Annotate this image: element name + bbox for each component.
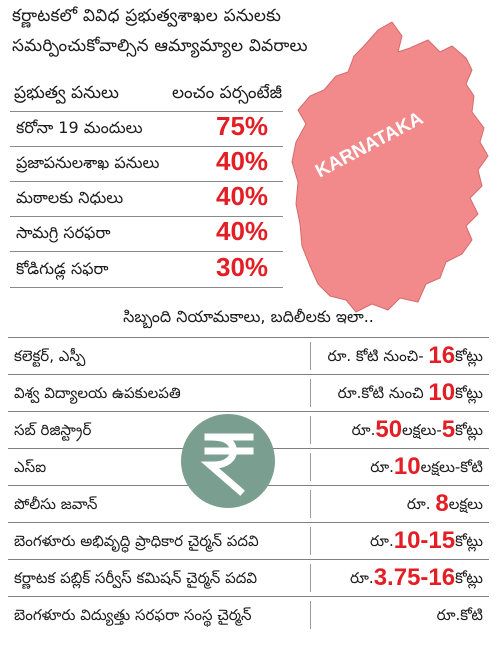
- rate-row: సామగ్రి సరఫరా 40%: [10, 216, 293, 251]
- bribe-row: బెంగళూరు అభివృద్ధి ప్రాధికార చైర్మన్ పదవ…: [8, 523, 489, 559]
- rate-work: సామగ్రి సరఫరా: [16, 223, 111, 242]
- bribe-post: విశ్వ విద్యాలయ ఉపకులపతి: [14, 384, 181, 402]
- rates-header-work: ప్రభుత్వ పనులు: [14, 83, 119, 103]
- rate-row: మఠాలకు నిధులు 40%: [10, 181, 293, 216]
- row-divider: [8, 411, 489, 412]
- bribe-post: సబ్ రిజిస్ట్రార్: [14, 421, 92, 439]
- bribe-row: కర్ణాటక పబ్లిక్ సర్వీస్ కమిషన్ చైర్మన్ ప…: [8, 560, 489, 596]
- rate-row: కోడిగుడ్ల సఫరా 30%: [10, 252, 293, 287]
- row-divider: [8, 337, 489, 338]
- rate-work: కరోనా 19 మందులు: [16, 118, 143, 137]
- row-divider: [10, 216, 283, 217]
- bribe-amount: రూ.10లక్షలు-కోటి: [370, 453, 483, 480]
- bribe-post: పోలీసు జవాన్: [14, 495, 98, 513]
- column-divider: [310, 342, 311, 370]
- rate-pct: 75%: [216, 111, 269, 141]
- rate-pct: 40%: [216, 181, 269, 211]
- row-divider: [8, 374, 489, 375]
- bribe-row: ఎస్ఐ రూ.10లక్షలు-కోటి: [8, 449, 489, 485]
- rate-work: కోడిగుడ్ల సఫరా: [16, 259, 109, 278]
- bribe-amount: రూ. 8లక్షలు: [406, 490, 483, 517]
- bribe-amount: రూ.కోటి: [436, 606, 483, 624]
- bribe-row: విశ్వ విద్యాలయ ఉపకులపతి రూ.కోటి నుంచి 10…: [8, 375, 489, 411]
- rate-pct: 40%: [216, 146, 269, 176]
- bribe-post: కలెక్టర్, ఎస్పీ: [14, 347, 86, 365]
- bribe-amount: రూ.కోటి నుంచి 10కోట్లు: [337, 379, 483, 406]
- column-divider: [310, 564, 311, 592]
- karnataka-map-shape: [291, 21, 489, 313]
- rate-work: మఠాలకు నిధులు: [16, 188, 124, 207]
- column-divider: [310, 379, 311, 407]
- bribe-row: కలెక్టర్, ఎస్పీ రూ. కోటి నుంచి- 16కోట్లు: [8, 338, 489, 374]
- bribe-post: బెంగళూరు అభివృద్ధి ప్రాధికార చైర్మన్ పదవ…: [14, 532, 259, 550]
- row-divider: [10, 251, 283, 252]
- row-divider: [10, 111, 283, 112]
- row-divider: [8, 559, 489, 560]
- column-divider: [310, 416, 311, 444]
- bribe-post: ఎస్ఐ: [14, 458, 47, 476]
- staff-heading: సిబ్బంది నియామకాలు, బదిలీలకు ఇలా..: [123, 307, 374, 326]
- column-divider: [310, 453, 311, 481]
- rate-row: ప్రజాపనులశాఖ పనులు 40%: [10, 146, 293, 181]
- rate-pct: 30%: [216, 252, 269, 282]
- column-divider: [310, 490, 311, 518]
- bribe-amount: రూ.10-15కోట్లు: [370, 527, 483, 554]
- bribe-row: సబ్ రిజిస్ట్రార్ రూ.50లక్షలు-5కోట్లు: [8, 412, 489, 448]
- rate-work: ప్రజాపనులశాఖ పనులు: [16, 153, 160, 172]
- bribe-amount: రూ. కోటి నుంచి- 16కోట్లు: [327, 342, 483, 369]
- bribe-amount: రూ.3.75-16కోట్లు: [350, 564, 483, 591]
- rate-pct: 40%: [216, 216, 269, 246]
- rates-header-pct: లంచం పర్సంటేజీ: [172, 83, 283, 103]
- row-divider: [8, 522, 489, 523]
- rupee-icon: [181, 414, 275, 508]
- row-divider: [10, 287, 283, 288]
- bribe-post: బెంగళూరు విద్యుత్తు సరఫరా సంస్థ చైర్మన్: [14, 606, 252, 624]
- bribe-row: బెంగళూరు విద్యుత్తు సరఫరా సంస్థ చైర్మన్ …: [8, 597, 489, 633]
- karnataka-map: KARNATAKA: [291, 21, 489, 313]
- bribe-amount: రూ.50లక్షలు-5కోట్లు: [351, 416, 483, 443]
- page-title-line2: సమర్పించుకోవాల్సిన ఆమ్యామ్యాల వివరాలు: [12, 36, 308, 56]
- column-divider: [310, 527, 311, 555]
- row-divider: [10, 181, 283, 182]
- bribe-row: పోలీసు జవాన్ రూ. 8లక్షలు: [8, 486, 489, 522]
- rate-row: కరోనా 19 మందులు 75%: [10, 111, 293, 146]
- page-title-line1: కర్ణాటకలో వివిధ ప్రభుత్వశాఖల పనులకు: [12, 6, 282, 26]
- row-divider: [10, 146, 283, 147]
- bribe-post: కర్ణాటక పబ్లిక్ సర్వీస్ కమిషన్ చైర్మన్ ప…: [14, 569, 258, 587]
- row-divider: [8, 596, 489, 597]
- column-divider: [310, 601, 311, 629]
